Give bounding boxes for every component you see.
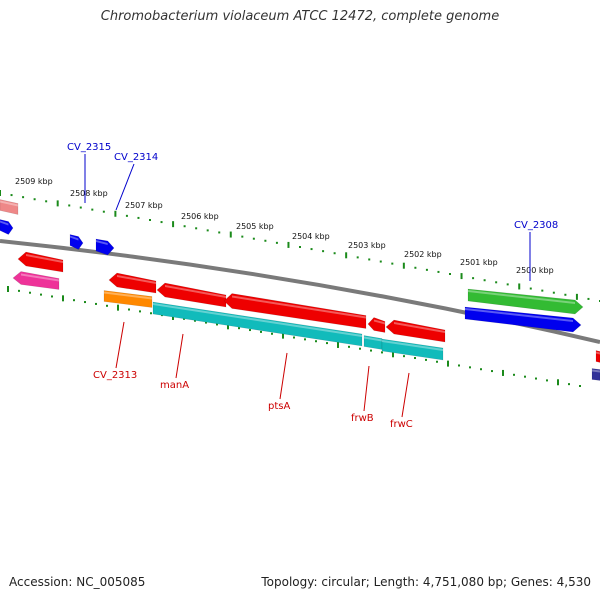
label-leaders — [84, 154, 531, 418]
scale-label: 2507 kbp — [125, 201, 163, 210]
scale-label: 2509 kbp — [15, 177, 53, 186]
gene-label-mana[interactable]: manA — [160, 380, 189, 391]
gene-cv2313[interactable] — [103, 290, 153, 308]
gene-frwc-red-highlight — [394, 322, 445, 333]
gene-pink-highlight — [21, 273, 59, 282]
scale-label: 2505 kbp — [236, 222, 274, 231]
gene-green[interactable] — [467, 288, 584, 315]
gene-green-highlight — [468, 290, 575, 304]
leader-cv2313 — [115, 321, 125, 369]
gene-frwb-red-highlight — [373, 319, 385, 325]
topology-text: Topology: circular; Length: 4,751,080 bp… — [261, 575, 591, 589]
gene-cv2313-highlight — [104, 291, 152, 300]
scale-label: 2506 kbp — [181, 212, 219, 221]
gene-right-purple-highlight — [592, 369, 600, 373]
gene-label-frwb[interactable]: frwB — [351, 413, 374, 424]
leader-frwb — [363, 365, 370, 412]
gene-cv2308-highlight — [465, 308, 573, 322]
gene-labels-top: CV_2315 CV_2314 CV_2308 — [67, 142, 558, 231]
gene-frwc[interactable] — [381, 338, 444, 361]
scale-label: 2502 kbp — [404, 250, 442, 259]
gene-label-frwc[interactable]: frwC — [390, 419, 413, 430]
map-title: Chromobacterium violaceum ATCC 12472, co… — [100, 9, 500, 24]
gene-label-cv2315[interactable]: CV_2315 — [67, 142, 111, 153]
gene-frwc-red[interactable] — [385, 319, 446, 343]
gene-label-cv2314[interactable]: CV_2314 — [114, 152, 158, 163]
gene-cv2308[interactable] — [464, 306, 582, 333]
gene-left-salmon[interactable] — [0, 199, 19, 215]
gene-left-salmon-highlight — [0, 200, 18, 207]
gene-right-purple[interactable] — [591, 368, 600, 381]
gene-cv2315-highlight — [70, 235, 79, 241]
gene-cv2314-highlight — [96, 240, 108, 245]
gene-left-blue-highlight — [0, 220, 9, 226]
gene-frwc-highlight — [382, 340, 443, 351]
leader-mana — [175, 333, 184, 379]
gene-ptsa-red-highlight — [232, 295, 366, 319]
gene-right-red[interactable] — [595, 350, 600, 363]
gene-label-cv2313[interactable]: CV_2313 — [93, 370, 137, 381]
scale-labels: 2509 kbp 2508 kbp 2507 kbp 2506 kbp 2505… — [15, 177, 554, 275]
scale-ticks-bottom — [7, 286, 581, 387]
scale-label: 2500 kbp — [516, 266, 554, 275]
scale-label: 2508 kbp — [70, 189, 108, 198]
gene-mana[interactable] — [156, 282, 227, 308]
gene-red-1[interactable] — [17, 251, 64, 273]
gene-right-red-highlight — [596, 351, 600, 355]
gene-pink[interactable] — [12, 271, 60, 290]
gene-frwb-red[interactable] — [367, 317, 386, 333]
gene-ptsa-red[interactable] — [223, 293, 367, 329]
gene-ptsa[interactable] — [152, 301, 363, 347]
leader-frwc — [401, 372, 410, 418]
gene-red-2[interactable] — [108, 272, 157, 294]
scale-label: 2501 kbp — [460, 258, 498, 267]
gene-features — [0, 199, 600, 381]
scale-ticks-top — [0, 190, 600, 302]
gene-cv2314[interactable] — [95, 238, 115, 256]
gene-ptsa-highlight — [153, 303, 362, 337]
gene-labels-bottom: CV_2313 manA ptsA frwB frwC — [93, 370, 413, 430]
gene-mana-highlight — [165, 285, 226, 298]
scale-label: 2504 kbp — [292, 232, 330, 241]
gene-cv2315[interactable] — [69, 234, 84, 250]
leader-cv2314 — [115, 163, 135, 211]
accession-text: Accession: NC_005085 — [9, 575, 146, 589]
gene-left-blue[interactable] — [0, 219, 14, 235]
gene-label-cv2308[interactable]: CV_2308 — [514, 220, 558, 231]
gene-red-2-highlight — [117, 275, 156, 284]
gene-frwb-highlight — [364, 336, 382, 342]
scale-label: 2503 kbp — [348, 241, 386, 250]
leader-ptsa — [279, 352, 288, 400]
gene-label-ptsa[interactable]: ptsA — [268, 401, 290, 412]
gene-red-1-highlight — [26, 254, 63, 263]
